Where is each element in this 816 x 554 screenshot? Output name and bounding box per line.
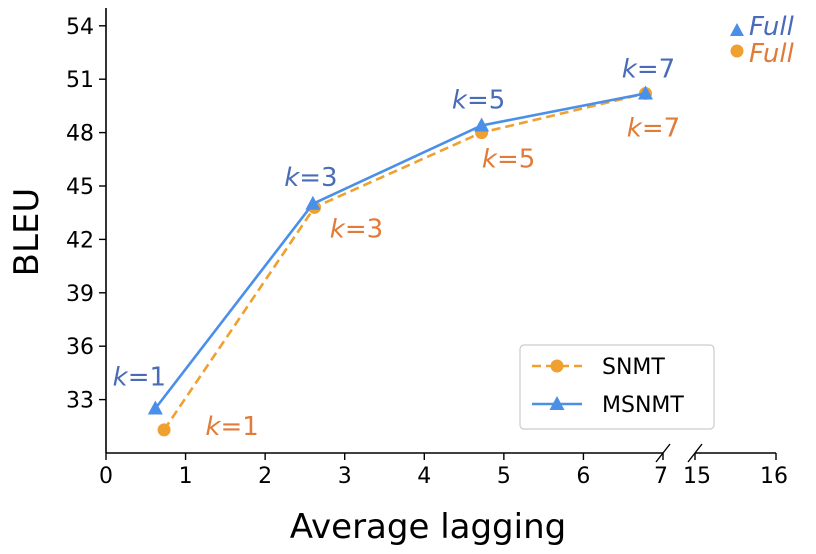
x-tick-label: 16	[760, 464, 788, 489]
snmt-point	[157, 423, 171, 437]
msnmt-point	[474, 117, 490, 132]
snmt-point-label: k=3	[330, 214, 383, 244]
msnmt-point-label: k=1	[113, 363, 166, 393]
msnmt-series-line	[154, 92, 646, 410]
msnmt-full-marker	[730, 23, 744, 36]
x-tick-label: 3	[338, 464, 352, 489]
msnmt-point	[637, 85, 653, 100]
x-tick-label: 0	[99, 464, 113, 489]
y-tick-label: 45	[66, 175, 94, 200]
legend-label: SNMT	[602, 355, 665, 380]
msnmt-point-label: k=3	[284, 163, 337, 193]
legend-msnmt-marker	[549, 396, 565, 410]
msnmt-full-label: Full	[749, 12, 795, 42]
snmt-full-marker	[730, 44, 744, 58]
snmt-point-label: k=1	[205, 412, 258, 442]
y-tick-label: 51	[66, 68, 94, 93]
x-tick-label: 4	[417, 464, 431, 489]
msnmt-point	[305, 195, 321, 210]
x-tick-label: 15	[683, 464, 711, 489]
y-tick-label: 36	[66, 335, 94, 360]
legend-snmt-marker	[550, 359, 564, 373]
x-axis-label: Average lagging	[290, 507, 566, 547]
snmt-point-label: k=7	[627, 113, 680, 143]
snmt-point-label: k=5	[482, 145, 535, 175]
y-tick-label: 54	[66, 15, 94, 40]
snmt-full-label: Full	[749, 39, 795, 69]
x-tick-label: 1	[179, 464, 193, 489]
x-tick-label: 5	[497, 464, 511, 489]
y-axis-label: BLEU	[7, 188, 47, 277]
x-tick-label: 6	[576, 464, 590, 489]
y-tick-label: 48	[66, 122, 94, 147]
legend-label: MSNMT	[602, 393, 684, 418]
y-tick-label: 33	[66, 389, 94, 414]
snmt-series-line	[163, 92, 646, 431]
y-tick-label: 39	[66, 282, 94, 307]
msnmt-point-label: k=7	[622, 54, 675, 84]
msnmt-point	[147, 400, 163, 415]
y-tick-label: 42	[66, 228, 94, 253]
x-tick-label: 7	[654, 464, 668, 489]
x-tick-label: 2	[258, 464, 272, 489]
msnmt-point-label: k=5	[452, 85, 505, 115]
